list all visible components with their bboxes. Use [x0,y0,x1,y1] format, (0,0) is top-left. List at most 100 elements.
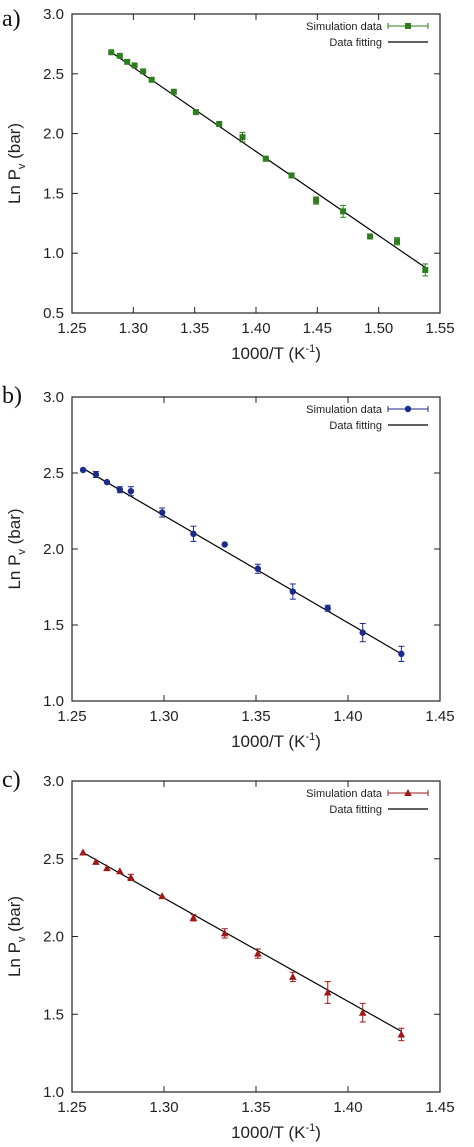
panel-label: b) [2,383,22,409]
x-tick-label: 1.45 [425,708,454,725]
data-point [220,929,229,937]
data-point [79,466,87,474]
x-tick-label: 1.40 [333,1099,362,1116]
data-point [289,588,296,595]
x-tick-label: 1.30 [149,708,178,725]
chart-panel-3: 1.25 1.30 1.35 1.40 1.45 1.0 1.5 2.0 2.5 3.0 1000/… [2,767,455,1142]
legend-marker [404,789,412,796]
legend-label-simulation: Simulation data [306,21,383,33]
y-tick-label: 2.5 [43,465,64,482]
x-tick-label: 1.25 [57,1099,86,1116]
x-tick-label: 1.40 [333,708,362,725]
y-axis-label-sub: v [16,549,28,555]
y-tick-label: 3.0 [43,6,64,23]
x-axis-label: 1000/T (K-1) [231,731,321,751]
data-point [239,134,246,141]
x-tick-label: 1.45 [303,320,332,337]
y-tick-label: 2.0 [43,126,64,143]
y-axis-label-end: (bar) [5,123,24,164]
fit-line [82,467,402,655]
data-point [189,913,198,921]
y-tick-label: 1.5 [43,617,64,634]
data-point [358,1008,367,1016]
y-tick-label: 2.5 [43,851,64,868]
data-point [313,197,320,204]
y-tick-label: 1.5 [43,1006,64,1023]
data-point [397,1030,406,1038]
y-axis-label-end: (bar) [5,508,24,549]
data-point [170,88,177,95]
y-axis-label-end: (bar) [5,896,24,937]
data-point [108,49,115,56]
x-axis-label: 1000/T (K-1) [231,343,321,363]
y-tick-label: 2.0 [43,541,64,558]
legend-label-fitting: Data fitting [329,804,382,816]
x-axis-label-main: 1000/T (K [231,1123,306,1142]
x-axis-label-end: ) [315,1123,321,1142]
legend-label-simulation: Simulation data [306,788,383,800]
y-axis-label-sub: v [16,936,28,942]
x-tick-label: 1.35 [241,1099,270,1116]
legend-label-simulation: Simulation data [306,404,383,416]
x-axis-label-sup: -1 [305,343,315,355]
data-point [216,121,223,128]
data-point [140,68,147,75]
data-point [262,155,269,162]
x-axis-label-end: ) [315,344,321,363]
data-point [103,478,111,486]
data-point [92,857,100,865]
y-tick-label: 2.5 [43,66,64,83]
data-point [359,629,366,636]
x-axis-label-main: 1000/T (K [231,344,306,363]
x-axis-label-end: ) [315,732,321,751]
y-tick-label: 0.5 [43,305,64,322]
legend-label-fitting: Data fitting [329,420,382,432]
legend-marker [404,405,412,413]
x-tick-label: 1.25 [57,708,86,725]
data-point [254,949,262,957]
panel-label: a) [2,6,21,32]
data-point [422,266,429,273]
y-axis-label-main: Ln P [5,555,24,590]
y-axis-label: Ln Pv (bar) [5,896,28,977]
data-point [79,848,87,856]
y-axis-label: Ln Pv (bar) [5,508,28,589]
x-tick-label: 1.35 [241,708,270,725]
data-point [127,873,135,881]
panel-label: c) [2,767,21,793]
x-tick-label: 1.50 [364,320,393,337]
data-point [131,62,138,69]
data-point [394,238,401,245]
fit-line [82,852,402,1032]
x-tick-label: 1.30 [119,320,148,337]
x-tick-label: 1.30 [149,1099,178,1116]
data-point [127,488,135,495]
y-tick-label: 1.5 [43,185,64,202]
data-point [190,530,197,537]
y-tick-label: 3.0 [43,389,64,406]
x-tick-label: 1.45 [425,1099,454,1116]
data-point [324,605,331,612]
x-axis-label-sup: -1 [305,731,315,743]
data-point [158,509,166,516]
data-point [289,972,297,980]
chart-panel-1: 1.25 1.30 1.35 1.40 1.45 1.50 1.55 0.5 1.0 1.5 2.0… [2,6,455,363]
x-axis-label-sup: -1 [305,1122,315,1134]
data-point [367,233,374,240]
data-point [148,76,155,83]
data-point [116,486,124,493]
data-point [288,172,295,179]
plot-frame [71,396,441,702]
y-tick-label: 2.0 [43,929,64,946]
chart-panel-2: 1.25 1.30 1.35 1.40 1.45 1.0 1.5 2.0 2.5 3.0 1000/… [2,383,455,751]
x-tick-label: 1.25 [57,320,86,337]
y-tick-label: 1.0 [43,693,64,710]
x-axis-label: 1000/T (K-1) [231,1122,321,1142]
y-tick-label: 1.0 [43,245,64,262]
plot-frame [71,780,441,1093]
x-axis-label-main: 1000/T (K [231,732,306,751]
data-point [340,208,347,215]
data-point [221,541,228,548]
x-tick-label: 1.40 [241,320,270,337]
